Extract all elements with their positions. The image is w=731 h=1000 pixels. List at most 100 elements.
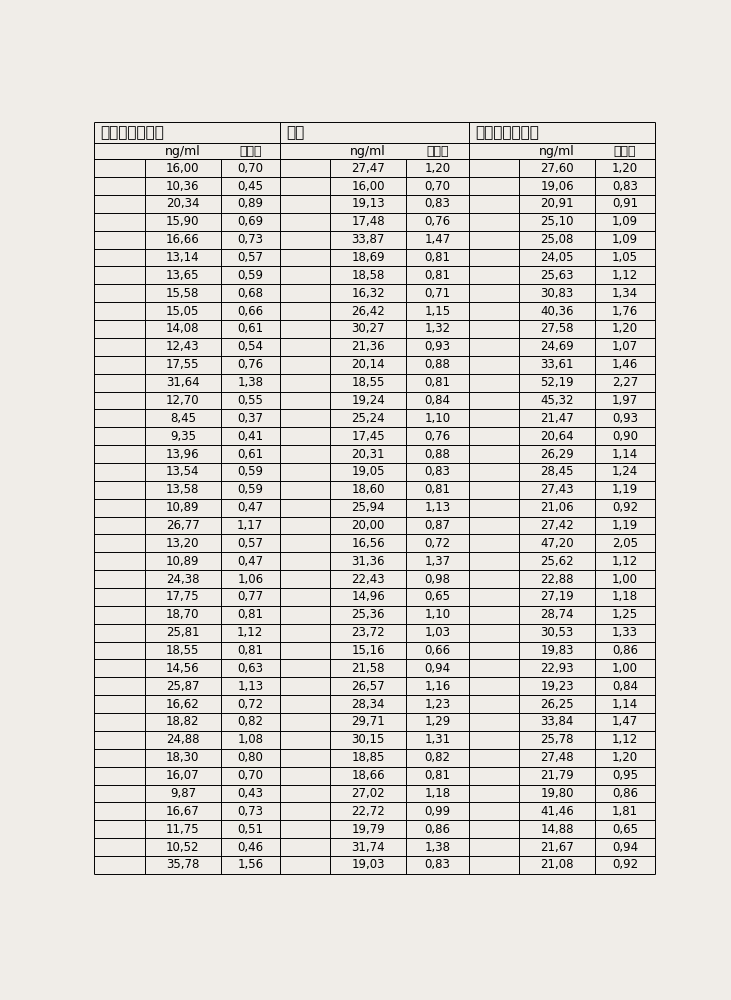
Text: 18,60: 18,60 xyxy=(352,483,385,496)
Text: 13,58: 13,58 xyxy=(166,483,200,496)
Text: 0,92: 0,92 xyxy=(612,501,638,514)
Text: 24,88: 24,88 xyxy=(166,733,200,746)
Text: 21,06: 21,06 xyxy=(540,501,574,514)
Text: 27,58: 27,58 xyxy=(540,322,574,335)
Text: 19,13: 19,13 xyxy=(351,197,385,210)
Text: 9,87: 9,87 xyxy=(170,787,196,800)
Text: 0,76: 0,76 xyxy=(425,430,450,443)
Text: 相对的: 相对的 xyxy=(614,145,636,158)
Text: 17,45: 17,45 xyxy=(351,430,385,443)
Text: 33,87: 33,87 xyxy=(352,233,385,246)
Text: 1,76: 1,76 xyxy=(612,305,638,318)
Text: 1,17: 1,17 xyxy=(237,519,263,532)
Text: 1,08: 1,08 xyxy=(238,733,263,746)
Text: 19,24: 19,24 xyxy=(351,394,385,407)
Text: 16,00: 16,00 xyxy=(352,180,385,193)
Text: 16,56: 16,56 xyxy=(351,537,385,550)
Text: 27,02: 27,02 xyxy=(351,787,385,800)
Text: 33,61: 33,61 xyxy=(540,358,574,371)
Text: 0,65: 0,65 xyxy=(425,590,450,603)
Text: 18,30: 18,30 xyxy=(166,751,200,764)
Text: 0,90: 0,90 xyxy=(612,430,638,443)
Text: 1,38: 1,38 xyxy=(238,376,263,389)
Text: 13,54: 13,54 xyxy=(166,465,200,478)
Text: 14,08: 14,08 xyxy=(166,322,200,335)
Text: 13,96: 13,96 xyxy=(166,448,200,461)
Text: 9,35: 9,35 xyxy=(170,430,196,443)
Text: 0,76: 0,76 xyxy=(237,358,263,371)
Text: 25,24: 25,24 xyxy=(351,412,385,425)
Text: 1,07: 1,07 xyxy=(612,340,638,353)
Text: 20,64: 20,64 xyxy=(540,430,574,443)
Text: 16,07: 16,07 xyxy=(166,769,200,782)
Text: 1,12: 1,12 xyxy=(237,626,263,639)
Text: 0,87: 0,87 xyxy=(425,519,450,532)
Text: 0,47: 0,47 xyxy=(237,501,263,514)
Text: 17,75: 17,75 xyxy=(166,590,200,603)
Text: 0,54: 0,54 xyxy=(238,340,263,353)
Text: 20,00: 20,00 xyxy=(352,519,385,532)
Text: 0,72: 0,72 xyxy=(237,698,263,711)
Text: 33,84: 33,84 xyxy=(540,715,574,728)
Text: 1,47: 1,47 xyxy=(424,233,450,246)
Text: 31,36: 31,36 xyxy=(352,555,385,568)
Text: 30,83: 30,83 xyxy=(540,287,574,300)
Text: 0,76: 0,76 xyxy=(425,215,450,228)
Text: 27,47: 27,47 xyxy=(351,162,385,175)
Text: 22,93: 22,93 xyxy=(540,662,574,675)
Text: 1,29: 1,29 xyxy=(424,715,450,728)
Text: 0,98: 0,98 xyxy=(425,573,450,586)
Text: 28,45: 28,45 xyxy=(540,465,574,478)
Text: 0,55: 0,55 xyxy=(238,394,263,407)
Text: 0,59: 0,59 xyxy=(238,269,263,282)
Text: 0,61: 0,61 xyxy=(237,448,263,461)
Text: 18,85: 18,85 xyxy=(352,751,385,764)
Text: 40,36: 40,36 xyxy=(540,305,574,318)
Text: 0,92: 0,92 xyxy=(612,858,638,871)
Text: 15,16: 15,16 xyxy=(351,644,385,657)
Text: 10,52: 10,52 xyxy=(166,841,200,854)
Text: 0,45: 0,45 xyxy=(238,180,263,193)
Text: 1,20: 1,20 xyxy=(612,322,638,335)
Text: 27,42: 27,42 xyxy=(540,519,574,532)
Text: 28,34: 28,34 xyxy=(352,698,385,711)
Text: 24,69: 24,69 xyxy=(540,340,574,353)
Text: 0,43: 0,43 xyxy=(238,787,263,800)
Text: 0,57: 0,57 xyxy=(238,537,263,550)
Text: 1,37: 1,37 xyxy=(425,555,450,568)
Text: 0,70: 0,70 xyxy=(238,769,263,782)
Text: 24,38: 24,38 xyxy=(166,573,200,586)
Text: 1,20: 1,20 xyxy=(612,162,638,175)
Text: 26,77: 26,77 xyxy=(166,519,200,532)
Text: 1,12: 1,12 xyxy=(612,269,638,282)
Text: 21,08: 21,08 xyxy=(540,858,574,871)
Text: 0,37: 0,37 xyxy=(238,412,263,425)
Text: 0,86: 0,86 xyxy=(612,644,638,657)
Text: 0,81: 0,81 xyxy=(425,376,450,389)
Text: 20,91: 20,91 xyxy=(540,197,574,210)
Text: 21,36: 21,36 xyxy=(351,340,385,353)
Text: 21,47: 21,47 xyxy=(540,412,574,425)
Text: 双相性精神障碍: 双相性精神障碍 xyxy=(101,125,164,140)
Text: 1,00: 1,00 xyxy=(612,662,638,675)
Text: 30,27: 30,27 xyxy=(352,322,385,335)
Text: 1,09: 1,09 xyxy=(612,215,638,228)
Text: 14,56: 14,56 xyxy=(166,662,200,675)
Text: 35,78: 35,78 xyxy=(166,858,200,871)
Text: 29,71: 29,71 xyxy=(351,715,385,728)
Text: 20,31: 20,31 xyxy=(352,448,385,461)
Text: 0,66: 0,66 xyxy=(425,644,450,657)
Text: 1,56: 1,56 xyxy=(237,858,263,871)
Text: 26,57: 26,57 xyxy=(351,680,385,693)
Text: 12,43: 12,43 xyxy=(166,340,200,353)
Text: 0,82: 0,82 xyxy=(238,715,263,728)
Text: 0,88: 0,88 xyxy=(425,358,450,371)
Text: 0,83: 0,83 xyxy=(425,465,450,478)
Text: 19,83: 19,83 xyxy=(540,644,574,657)
Text: 1,16: 1,16 xyxy=(424,680,450,693)
Text: 0,83: 0,83 xyxy=(612,180,638,193)
Text: 0,81: 0,81 xyxy=(238,644,263,657)
Text: 1,15: 1,15 xyxy=(425,305,450,318)
Text: 16,66: 16,66 xyxy=(166,233,200,246)
Text: 1,38: 1,38 xyxy=(425,841,450,854)
